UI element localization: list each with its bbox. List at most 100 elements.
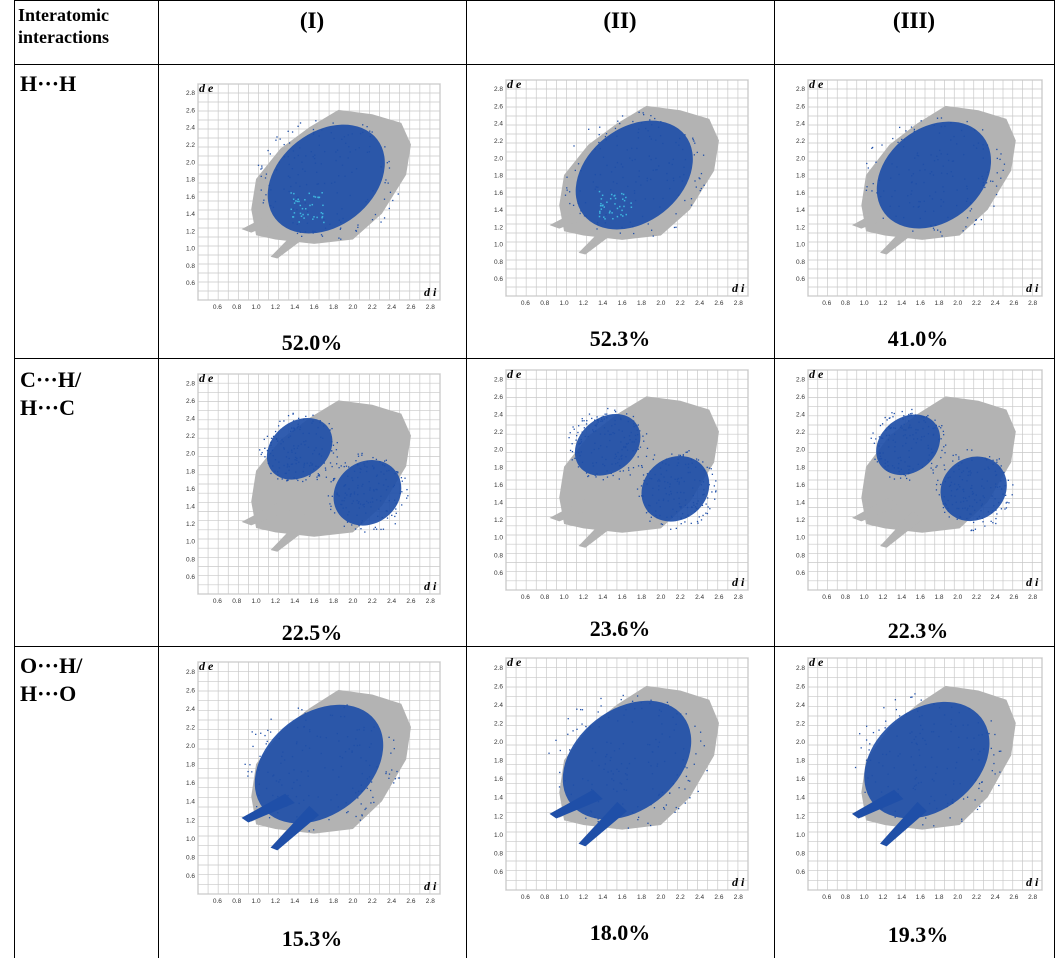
contact-point — [282, 751, 284, 753]
contact-point — [658, 709, 661, 711]
dense-contact-point — [307, 213, 309, 216]
contact-point — [948, 485, 951, 488]
contact-point — [312, 133, 315, 135]
contact-point — [677, 477, 680, 480]
contact-point — [386, 510, 388, 512]
contact-point — [649, 824, 652, 827]
contact-point — [956, 143, 958, 145]
contact-point — [257, 769, 260, 771]
contact-point — [1000, 177, 1002, 179]
contact-point — [923, 181, 925, 184]
contact-point — [675, 213, 677, 215]
contact-point — [623, 788, 625, 791]
contact-point — [996, 148, 998, 151]
contact-point — [379, 461, 381, 463]
contact-point — [366, 198, 369, 201]
contact-point — [649, 135, 651, 138]
contact-point — [702, 514, 704, 517]
contact-point — [891, 465, 894, 467]
contact-point — [615, 463, 617, 465]
contact-point — [662, 498, 665, 500]
contact-spike — [241, 793, 295, 823]
contact-point — [278, 467, 281, 469]
contact-point — [680, 523, 682, 525]
contact-point — [306, 462, 308, 464]
contact-point — [649, 119, 651, 121]
contact-point — [315, 447, 317, 449]
contact-point — [318, 135, 320, 137]
contact-point — [580, 438, 582, 441]
contact-point — [297, 479, 299, 482]
contact-point — [905, 442, 907, 445]
table-divider — [158, 0, 159, 958]
contact-point — [302, 432, 304, 435]
contact-point — [618, 458, 620, 460]
fingerprint-plot: 2.82.62.42.22.01.81.61.41.21.00.80.60.6 0… — [796, 655, 1043, 901]
contact-point — [364, 808, 366, 811]
contact-point — [312, 232, 314, 234]
contact-point — [894, 450, 896, 453]
x-tick-label: 2.0 — [348, 898, 357, 905]
contact-point — [270, 189, 272, 191]
contact-point — [614, 409, 616, 411]
contact-point — [621, 115, 624, 117]
contact-point — [599, 126, 601, 128]
dense-contact-point — [293, 202, 296, 204]
y-tick-label: 2.2 — [186, 142, 195, 149]
contact-point — [352, 500, 354, 502]
contact-point — [356, 514, 358, 516]
contact-point — [642, 474, 645, 476]
contact-point — [283, 420, 285, 422]
contact-point — [927, 459, 930, 461]
contact-point — [886, 419, 888, 421]
fingerprint-plot: 2.82.62.42.22.01.81.61.41.21.00.80.60.6 0… — [494, 655, 749, 901]
contact-point — [953, 471, 955, 473]
contact-point — [292, 430, 294, 432]
table-border-left — [14, 0, 15, 958]
contact-point — [665, 493, 667, 495]
contact-point — [882, 753, 884, 756]
contact-point — [317, 426, 319, 429]
dense-contact-point — [316, 216, 318, 219]
x-tick-label: 2.8 — [1028, 894, 1037, 901]
contact-point — [943, 496, 945, 498]
contact-point — [263, 199, 265, 201]
contact-point — [695, 507, 698, 510]
contact-point — [904, 434, 906, 436]
contact-point — [968, 708, 970, 710]
contact-point — [612, 779, 615, 782]
contact-point — [381, 516, 383, 519]
contact-point — [360, 757, 362, 759]
contact-point — [697, 790, 699, 793]
y-tick-label: 2.0 — [186, 159, 195, 166]
dense-contact-point — [621, 209, 623, 212]
contact-point — [988, 468, 990, 470]
fingerprint-plot: 2.82.62.42.22.01.81.61.41.21.00.80.60.6 0… — [796, 367, 1043, 601]
contact-point — [392, 486, 395, 488]
contact-point — [348, 146, 350, 148]
contact-point — [631, 700, 634, 702]
contact-point — [917, 710, 919, 712]
contact-point — [338, 219, 340, 221]
contact-point — [255, 733, 257, 736]
contact-point — [347, 810, 349, 813]
y-tick-label: 2.4 — [186, 416, 195, 423]
contact-point — [355, 738, 357, 740]
contact-point — [579, 190, 581, 192]
contact-point — [687, 466, 690, 469]
contact-point — [670, 493, 672, 495]
contact-point — [915, 183, 917, 185]
contact-point — [329, 503, 331, 505]
contact-point — [950, 719, 953, 721]
contact-point — [1005, 507, 1008, 509]
contact-point — [696, 503, 698, 505]
contact-point — [259, 449, 261, 451]
contact-point — [894, 427, 897, 429]
contact-point — [330, 799, 332, 801]
contact-point — [264, 456, 266, 458]
contact-point — [982, 521, 984, 523]
contact-point — [1006, 501, 1008, 504]
dense-contact-point — [611, 212, 613, 214]
contact-point — [296, 447, 299, 449]
contact-point — [695, 458, 698, 460]
